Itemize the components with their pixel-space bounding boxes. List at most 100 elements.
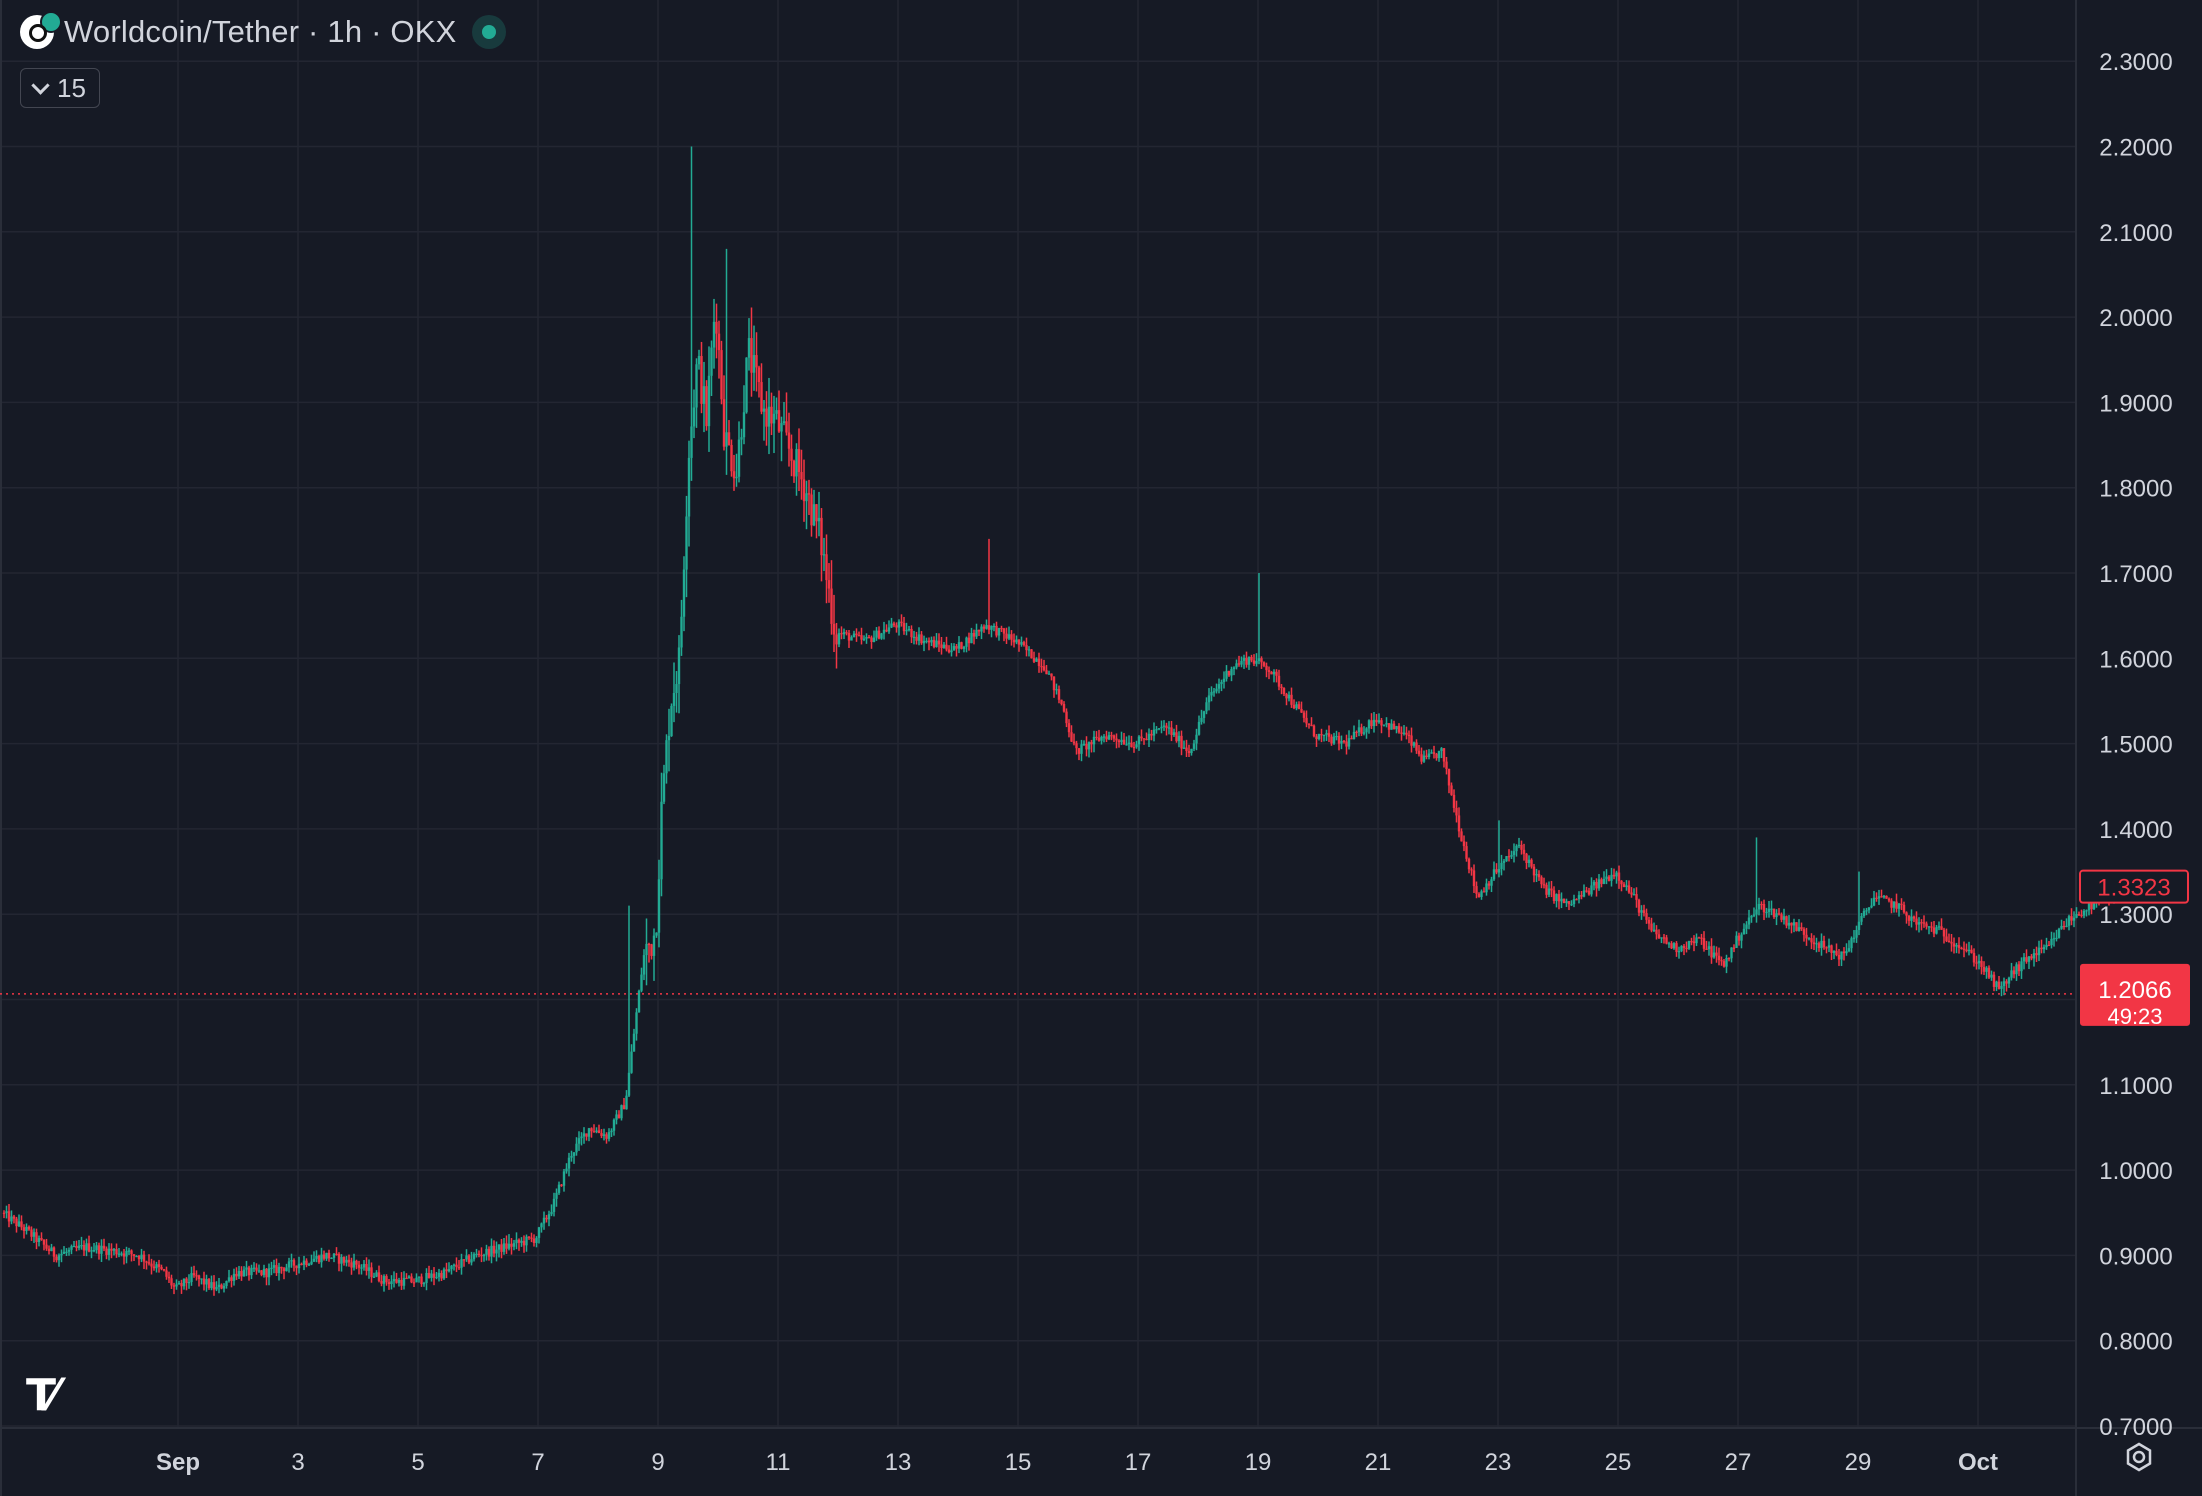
candle-body (2057, 928, 2061, 938)
candle-body (50, 1247, 53, 1252)
candle-body (1620, 880, 1623, 885)
candle-body (380, 1280, 383, 1284)
candle (1302, 710, 1306, 723)
candle (852, 630, 856, 638)
candle (1162, 720, 1166, 731)
candle (272, 1259, 276, 1274)
candle (467, 1254, 471, 1265)
candle-body (1342, 740, 1346, 743)
candle (940, 636, 943, 655)
candle-body (1200, 717, 1203, 722)
candle (1802, 927, 1806, 942)
candle (1367, 719, 1371, 734)
candle (1287, 691, 1291, 702)
candle-body (855, 633, 858, 636)
candle (682, 556, 686, 632)
candle-body (127, 1250, 131, 1252)
candle-body (687, 457, 691, 517)
candle-body (417, 1276, 421, 1278)
tradingview-logo-icon[interactable]: T⁄ (26, 1370, 57, 1421)
candle-body (130, 1250, 133, 1255)
candle (2052, 932, 2056, 947)
candle-body (1127, 742, 1131, 745)
market-status-icon[interactable] (472, 15, 507, 49)
candle-body (670, 705, 673, 737)
candle (450, 1264, 453, 1275)
candle-body (875, 630, 878, 638)
candle (2030, 954, 2033, 961)
candle (2007, 976, 2011, 988)
candle (610, 1128, 613, 1137)
candle-body (1130, 742, 1133, 747)
candle (1327, 725, 1331, 743)
candle-body (1297, 704, 1301, 709)
crosshair-price-label: 1.2066 (2098, 977, 2171, 1004)
candle (777, 390, 781, 433)
candle (1435, 752, 1438, 761)
candle (2085, 909, 2088, 917)
candle (2015, 962, 2018, 981)
candle (480, 1247, 483, 1263)
candle (1510, 850, 1513, 860)
candle-body (1022, 642, 1026, 646)
settings-gear-icon[interactable] (2124, 1442, 2154, 1472)
candle (2075, 907, 2078, 919)
candle (1467, 857, 1471, 874)
candle-body (1622, 884, 1626, 888)
candle-body (1265, 665, 1268, 671)
candle-body (1432, 752, 1436, 754)
candle-body (1317, 734, 1321, 740)
candle-body (987, 625, 991, 630)
candle-body (1925, 923, 1928, 927)
candle-body (690, 426, 693, 458)
candle-body (827, 580, 831, 589)
candle (667, 708, 671, 772)
candle-body (1217, 684, 1221, 689)
candle-body (1295, 704, 1298, 709)
candle (560, 1184, 563, 1187)
candle (400, 1272, 403, 1290)
candle (2037, 940, 2041, 962)
candle (1795, 922, 1798, 932)
candle (340, 1254, 343, 1272)
candle-body (1957, 945, 1961, 948)
candle (80, 1236, 83, 1250)
candle-body (832, 623, 836, 635)
indicator-toggle-button[interactable]: 15 (20, 68, 100, 108)
candle-body (1660, 937, 1663, 939)
candle (1280, 684, 1283, 695)
candle-body (1417, 750, 1421, 755)
candle (817, 491, 821, 537)
candle-body (1110, 735, 1113, 737)
candle (555, 1188, 558, 1207)
candle (850, 635, 853, 641)
candle-body (1722, 961, 1726, 967)
candle-body (1785, 916, 1788, 926)
candle (712, 298, 716, 369)
candle-body (37, 1238, 41, 1243)
time-tick-label: 7 (531, 1449, 544, 1476)
candle (707, 346, 711, 452)
candle-body (1157, 728, 1161, 730)
candle (285, 1263, 288, 1272)
candle-body (440, 1272, 443, 1279)
candle-body (1572, 899, 1576, 905)
candle (332, 1253, 336, 1263)
candle-body (510, 1243, 513, 1247)
candle-body (75, 1245, 78, 1248)
candle (1600, 877, 1603, 888)
candle (1257, 573, 1261, 665)
candle-body (1980, 960, 1983, 967)
candle (1382, 724, 1386, 727)
candle-body (155, 1264, 158, 1269)
time-tick-label: 21 (1365, 1449, 1392, 1476)
candle (822, 537, 826, 572)
candle (397, 1277, 401, 1287)
candle-body (1067, 723, 1071, 733)
candle-body (1065, 711, 1068, 724)
candle-body (935, 640, 938, 647)
candle (185, 1277, 188, 1291)
candle (972, 629, 976, 645)
symbol-title[interactable]: Worldcoin/Tether · 1h · OKX (64, 14, 457, 49)
